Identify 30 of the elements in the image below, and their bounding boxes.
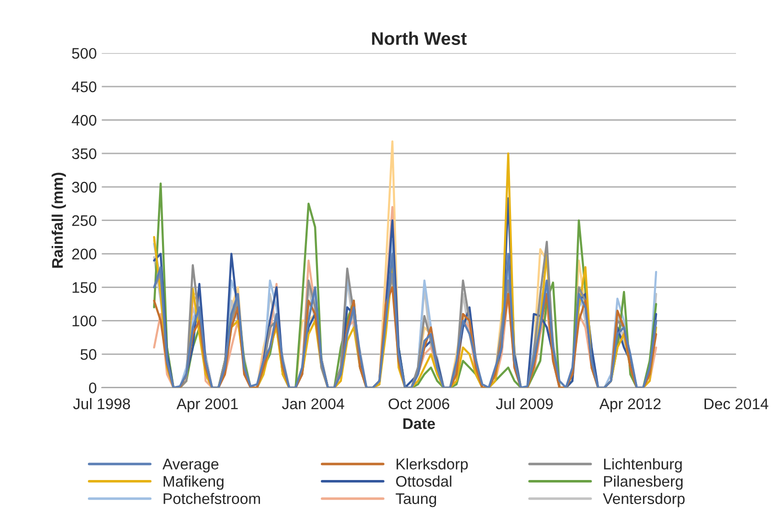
y-tick-label: 500 xyxy=(72,48,96,59)
x-tick-label: Jan 2004 xyxy=(282,398,344,410)
legend-label: Pilanesberg xyxy=(604,476,683,490)
legend-label: Potchefstroom xyxy=(164,492,260,504)
y-tick-label: 350 xyxy=(72,148,96,160)
y-tick-label: 450 xyxy=(72,81,96,92)
legend-label: Lichtenburg xyxy=(604,458,682,472)
x-tick-label: Apr 2012 xyxy=(599,398,661,412)
y-axis-title: Rainfall (mm) xyxy=(52,172,66,268)
y-tick-label: 0 xyxy=(89,382,96,394)
x-tick-label: Apr 2001 xyxy=(176,398,238,412)
chart-title: North West xyxy=(372,32,467,45)
legend-label: Ventersdorp xyxy=(602,492,685,508)
x-tick-label: Jul 1998 xyxy=(73,398,130,410)
legend-label: Ottosdal xyxy=(396,476,452,487)
legend-label: Klerksdorp xyxy=(396,458,468,472)
y-tick-label: 300 xyxy=(72,182,96,193)
legend-label: Taung xyxy=(396,493,436,508)
x-tick-label: Dec 2014 xyxy=(704,398,768,410)
legend-label: Average xyxy=(162,458,218,472)
y-tick-label: 250 xyxy=(72,215,96,226)
y-tick-label: 100 xyxy=(72,316,96,326)
x-axis-title: Date xyxy=(403,418,435,430)
y-tick-label: 200 xyxy=(72,248,96,260)
x-tick-label: Jul 2009 xyxy=(496,398,553,410)
y-tick-label: 150 xyxy=(72,282,96,293)
y-tick-label: 50 xyxy=(80,349,96,360)
y-tick-label: 400 xyxy=(72,114,96,126)
x-tick-label: Oct 2006 xyxy=(388,398,450,410)
legend-label: Mafikeng xyxy=(164,476,224,490)
